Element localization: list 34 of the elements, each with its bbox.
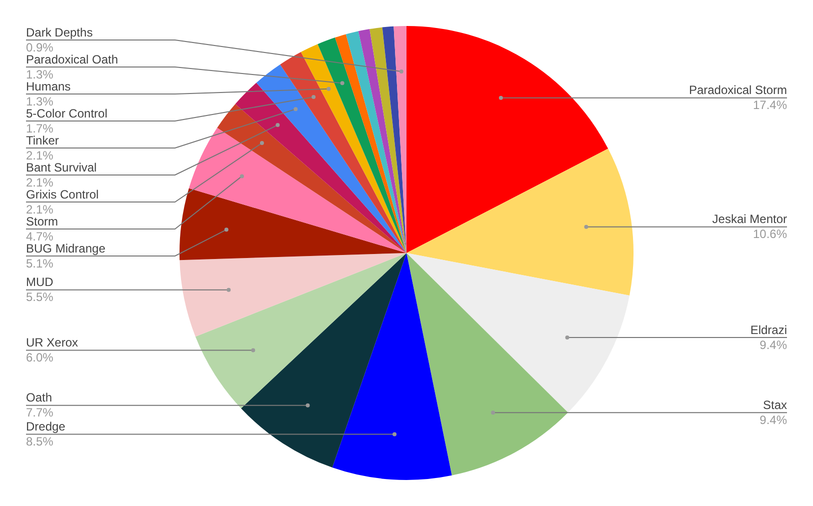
- slice-label: Dark Depths: [26, 25, 93, 40]
- slice-label: Jeskai Mentor: [712, 212, 787, 226]
- data-label: 2.1%: [26, 175, 54, 190]
- slice-label: Humans: [26, 79, 71, 94]
- slice-label: Storm: [26, 214, 58, 228]
- data-label: 1.3%: [26, 94, 54, 108]
- slice-label: Tinker: [26, 133, 59, 148]
- slice-label: UR Xerox: [26, 336, 78, 350]
- slice-label: Grixis Control: [26, 187, 99, 202]
- data-label: 5.5%: [26, 290, 54, 304]
- data-label: 6.0%: [26, 350, 54, 365]
- slice-label: Oath: [26, 390, 52, 405]
- slice-label: Dredge: [26, 420, 66, 434]
- data-label: 9.4%: [760, 412, 788, 427]
- data-label: 1.3%: [26, 67, 54, 82]
- slice-label: BUG Midrange: [26, 241, 106, 256]
- data-label: 17.4%: [752, 98, 788, 112]
- data-label: 4.7%: [26, 229, 54, 244]
- slice-label: MUD: [26, 275, 54, 290]
- slice-label: Eldrazi: [750, 322, 787, 337]
- slice-label: Paradoxical Storm: [688, 83, 787, 98]
- slice-label: Paradoxical Oath: [26, 52, 118, 66]
- data-label: 0.9%: [26, 40, 54, 54]
- data-label: 7.7%: [26, 406, 54, 420]
- data-label: 2.1%: [26, 202, 54, 216]
- data-label: 1.7%: [26, 121, 54, 136]
- slice-label: Stax: [762, 398, 787, 412]
- data-label: 2.1%: [26, 148, 54, 162]
- data-label: 5.1%: [26, 256, 54, 270]
- data-label: 8.5%: [26, 434, 54, 449]
- data-label: 10.6%: [752, 227, 788, 242]
- slice-label: 5-Color Control: [26, 106, 108, 120]
- slice-label: Bant Survival: [26, 160, 97, 174]
- data-label: 9.4%: [760, 338, 788, 352]
